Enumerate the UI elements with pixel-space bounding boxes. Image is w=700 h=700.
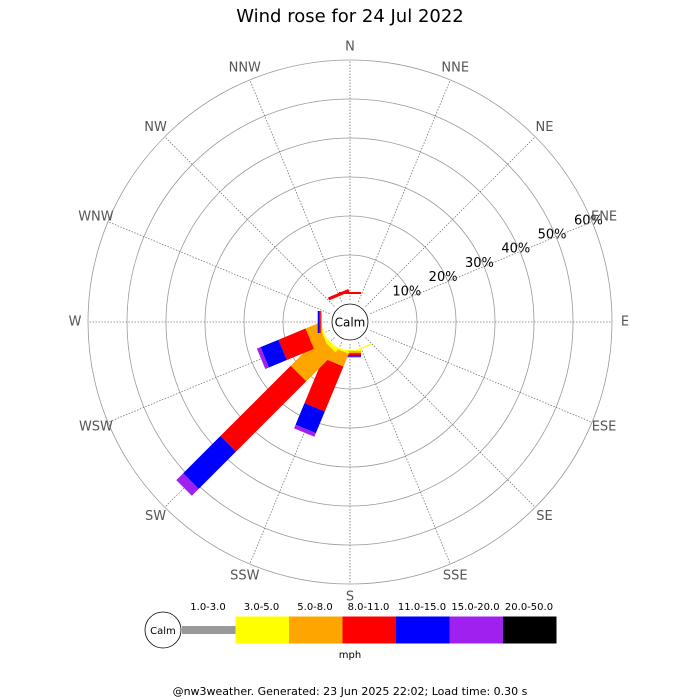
direction-label: W	[69, 315, 82, 330]
legend-swatch	[342, 616, 396, 644]
petal-segment	[327, 289, 350, 301]
petal-segment	[260, 339, 287, 368]
direction-label: SE	[536, 509, 552, 524]
direction-label: N	[345, 40, 355, 55]
direction-label: NW	[144, 120, 167, 135]
direction-label: ESE	[592, 420, 617, 435]
legend-label: 8.0-11.0	[348, 602, 390, 613]
r-tick-label: 20%	[429, 270, 458, 285]
spoke	[365, 337, 536, 508]
direction-label: NNE	[441, 60, 469, 75]
direction-label: SSW	[230, 569, 260, 584]
legend-swatch	[503, 616, 557, 644]
footer: @nw3weather. Generated: 23 Jun 2025 22:0…	[173, 685, 528, 698]
spoke	[358, 342, 451, 565]
calm-label: Calm	[335, 316, 366, 330]
spoke	[365, 136, 536, 307]
petal-segment	[294, 424, 316, 437]
petal-segment	[295, 403, 325, 434]
direction-label: S	[346, 590, 354, 605]
legend-label: 5.0-8.0	[297, 602, 332, 613]
legend-swatch	[182, 626, 236, 634]
direction-label: SW	[145, 509, 166, 524]
r-tick-label: 30%	[465, 256, 494, 271]
direction-label: ENE	[591, 209, 617, 224]
legend-label: 3.0-5.0	[244, 602, 279, 613]
direction-label: SSE	[443, 569, 468, 584]
petal-segment	[319, 311, 321, 333]
calm-circle	[331, 303, 369, 341]
unit-label: mph	[339, 650, 361, 661]
spoke	[358, 79, 451, 302]
r-tick-label: 60%	[574, 213, 603, 228]
legend-swatch	[449, 616, 503, 644]
legend-swatch	[235, 616, 289, 644]
spoke	[107, 221, 330, 314]
legend-calm-circle	[144, 611, 182, 649]
legend-label: 20.0-50.0	[505, 602, 553, 613]
r-tick-label: 40%	[501, 242, 530, 257]
chart-title: Wind rose for 24 Jul 2022	[236, 6, 464, 27]
direction-label: NE	[535, 120, 553, 135]
petal-segment	[304, 358, 344, 412]
spoke	[370, 221, 593, 314]
legend-swatch	[396, 616, 450, 644]
petal-segment	[320, 311, 322, 333]
spoke	[249, 79, 342, 302]
petal-segment	[278, 328, 314, 361]
r-tick-label: 50%	[538, 227, 567, 242]
spoke	[164, 136, 335, 307]
legend-label: 1.0-3.0	[190, 602, 225, 613]
direction-label: E	[621, 315, 629, 330]
petal-segment	[317, 311, 320, 333]
legend-calm-label: Calm	[150, 626, 176, 637]
petal-segment	[305, 323, 327, 349]
legend-label: 15.0-20.0	[451, 602, 499, 613]
petal-segment	[290, 336, 336, 382]
direction-label: NNW	[229, 60, 261, 75]
grid-ring	[87, 59, 613, 585]
petal-segment	[183, 436, 236, 489]
spoke	[370, 330, 593, 423]
petal-segment	[220, 365, 307, 452]
petal-segment	[256, 347, 269, 369]
legend-label: 11.0-15.0	[398, 602, 446, 613]
direction-label: WSW	[79, 420, 113, 435]
direction-label: WNW	[78, 209, 114, 224]
petal-segment	[176, 473, 199, 496]
legend-swatch	[289, 616, 343, 644]
r-tick-label: 10%	[392, 284, 421, 299]
